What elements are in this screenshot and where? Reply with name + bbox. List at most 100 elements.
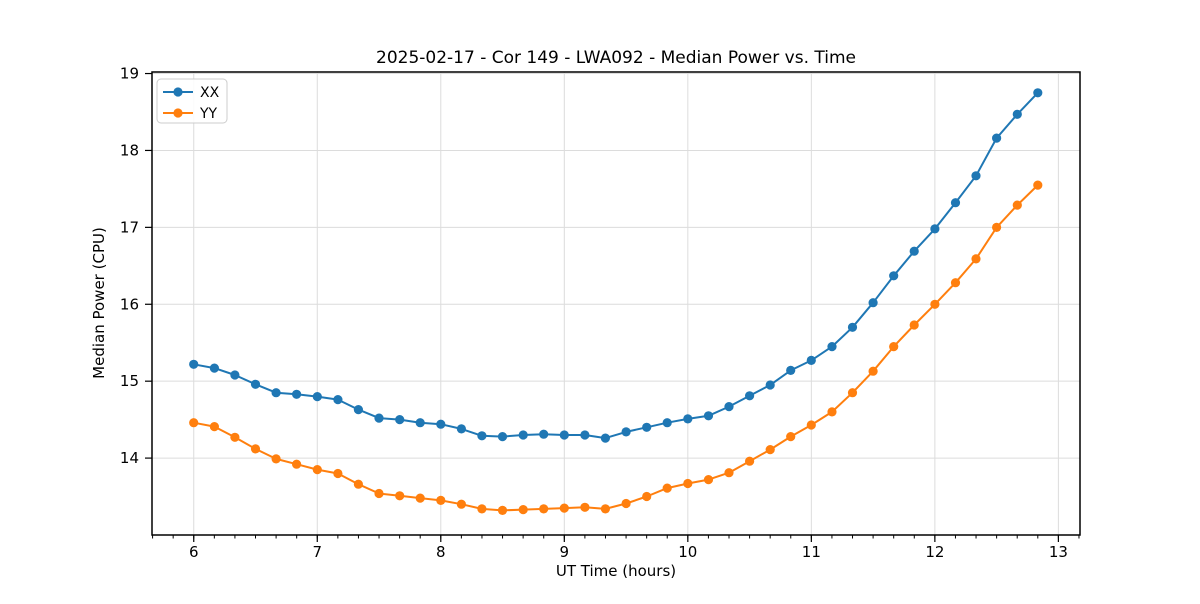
axes-spines xyxy=(151,71,1081,536)
data-point-marker xyxy=(745,391,755,401)
data-point-marker xyxy=(662,483,672,493)
x-tick-label: 13 xyxy=(1049,543,1068,561)
data-point-marker xyxy=(436,495,446,505)
data-point-marker xyxy=(415,493,425,503)
data-point-marker xyxy=(456,424,466,434)
data-point-marker xyxy=(271,454,281,464)
x-tick-label: 6 xyxy=(189,543,199,561)
series-xx xyxy=(189,88,1043,443)
data-point-marker xyxy=(868,298,878,308)
data-point-marker xyxy=(992,222,1002,232)
x-tick-label: 7 xyxy=(312,543,322,561)
data-point-marker xyxy=(209,422,219,432)
chart-title: 2025-02-17 - Cor 149 - LWA092 - Median P… xyxy=(376,48,856,68)
data-point-marker xyxy=(333,468,343,479)
y-tick-label: 17 xyxy=(120,218,139,236)
x-tick-label: 8 xyxy=(436,543,446,561)
data-point-marker xyxy=(642,491,652,502)
data-point-marker xyxy=(559,430,569,440)
x-tick-label: 9 xyxy=(560,543,570,561)
data-point-marker xyxy=(415,418,425,428)
data-point-marker xyxy=(889,342,899,352)
data-point-marker xyxy=(539,504,549,514)
data-point-marker xyxy=(930,299,940,309)
data-point-marker xyxy=(786,432,796,442)
data-point-marker xyxy=(827,407,837,417)
legend-sample-marker-yy xyxy=(173,108,183,118)
data-point-marker xyxy=(395,491,405,501)
data-point-marker xyxy=(250,379,261,389)
data-point-marker xyxy=(765,445,775,455)
x-tick-label: 10 xyxy=(678,543,697,561)
y-tick-label: 19 xyxy=(120,65,139,83)
data-point-marker xyxy=(292,389,302,399)
data-point-marker xyxy=(497,432,508,442)
y-axis-label: Median Power (CPU) xyxy=(90,227,108,379)
data-point-marker xyxy=(909,320,919,330)
data-point-marker xyxy=(1012,200,1022,210)
data-point-marker xyxy=(271,388,281,398)
data-point-marker xyxy=(518,430,528,440)
data-point-marker xyxy=(889,271,899,281)
data-point-marker xyxy=(765,380,775,390)
data-point-marker xyxy=(230,432,240,442)
data-point-marker xyxy=(477,431,487,441)
data-point-marker xyxy=(703,411,714,421)
data-point-marker xyxy=(683,478,693,489)
data-point-marker xyxy=(189,418,199,428)
data-point-marker xyxy=(868,366,878,376)
data-point-marker xyxy=(374,488,384,499)
data-point-marker xyxy=(621,498,631,509)
data-point-marker xyxy=(909,246,919,256)
data-point-marker xyxy=(683,414,693,424)
legend-label-xx: XX xyxy=(200,85,220,101)
data-point-marker xyxy=(518,505,528,515)
data-point-marker xyxy=(600,433,611,443)
data-point-marker xyxy=(374,413,384,423)
data-point-marker xyxy=(971,254,981,264)
series-layer xyxy=(189,88,1043,515)
data-point-marker xyxy=(1012,109,1022,119)
data-point-marker xyxy=(724,468,734,478)
data-point-marker xyxy=(353,479,363,489)
data-point-marker xyxy=(250,444,261,454)
data-point-marker xyxy=(395,415,405,425)
data-point-marker xyxy=(806,420,816,430)
data-point-marker xyxy=(971,171,981,181)
y-tick-label: 18 xyxy=(120,141,139,159)
tick-layer: 6 7 8 9 10 11 12 13 14 15 16 17 18 19 xyxy=(120,65,1080,561)
legend-sample-marker-xx xyxy=(173,87,183,97)
data-point-marker xyxy=(847,322,858,332)
data-point-marker xyxy=(827,342,837,352)
y-tick-label: 14 xyxy=(120,449,139,467)
y-tick-label: 16 xyxy=(120,295,139,313)
data-point-marker xyxy=(353,405,363,415)
data-point-marker xyxy=(312,465,322,475)
data-point-marker xyxy=(950,198,961,208)
x-axis-label: UT Time (hours) xyxy=(556,562,676,580)
data-point-marker xyxy=(642,422,652,432)
data-point-marker xyxy=(292,459,302,469)
data-point-marker xyxy=(477,504,487,514)
x-tick-label: 12 xyxy=(925,543,944,561)
data-point-marker xyxy=(847,388,858,398)
data-point-marker xyxy=(930,224,940,234)
data-point-marker xyxy=(539,429,549,439)
data-point-marker xyxy=(312,392,322,402)
data-point-marker xyxy=(497,505,508,515)
data-point-marker xyxy=(1033,88,1043,98)
data-point-marker xyxy=(703,475,714,485)
x-tick-label: 11 xyxy=(802,543,821,561)
plot-area xyxy=(152,72,1080,535)
data-point-marker xyxy=(992,133,1002,143)
data-point-marker xyxy=(559,503,569,513)
data-point-marker xyxy=(1033,180,1043,190)
data-point-marker xyxy=(621,427,631,437)
data-point-marker xyxy=(333,395,343,405)
legend: XX YY xyxy=(156,78,228,124)
data-point-marker xyxy=(806,355,816,365)
data-point-marker xyxy=(662,418,672,428)
grid-layer xyxy=(152,72,1080,535)
